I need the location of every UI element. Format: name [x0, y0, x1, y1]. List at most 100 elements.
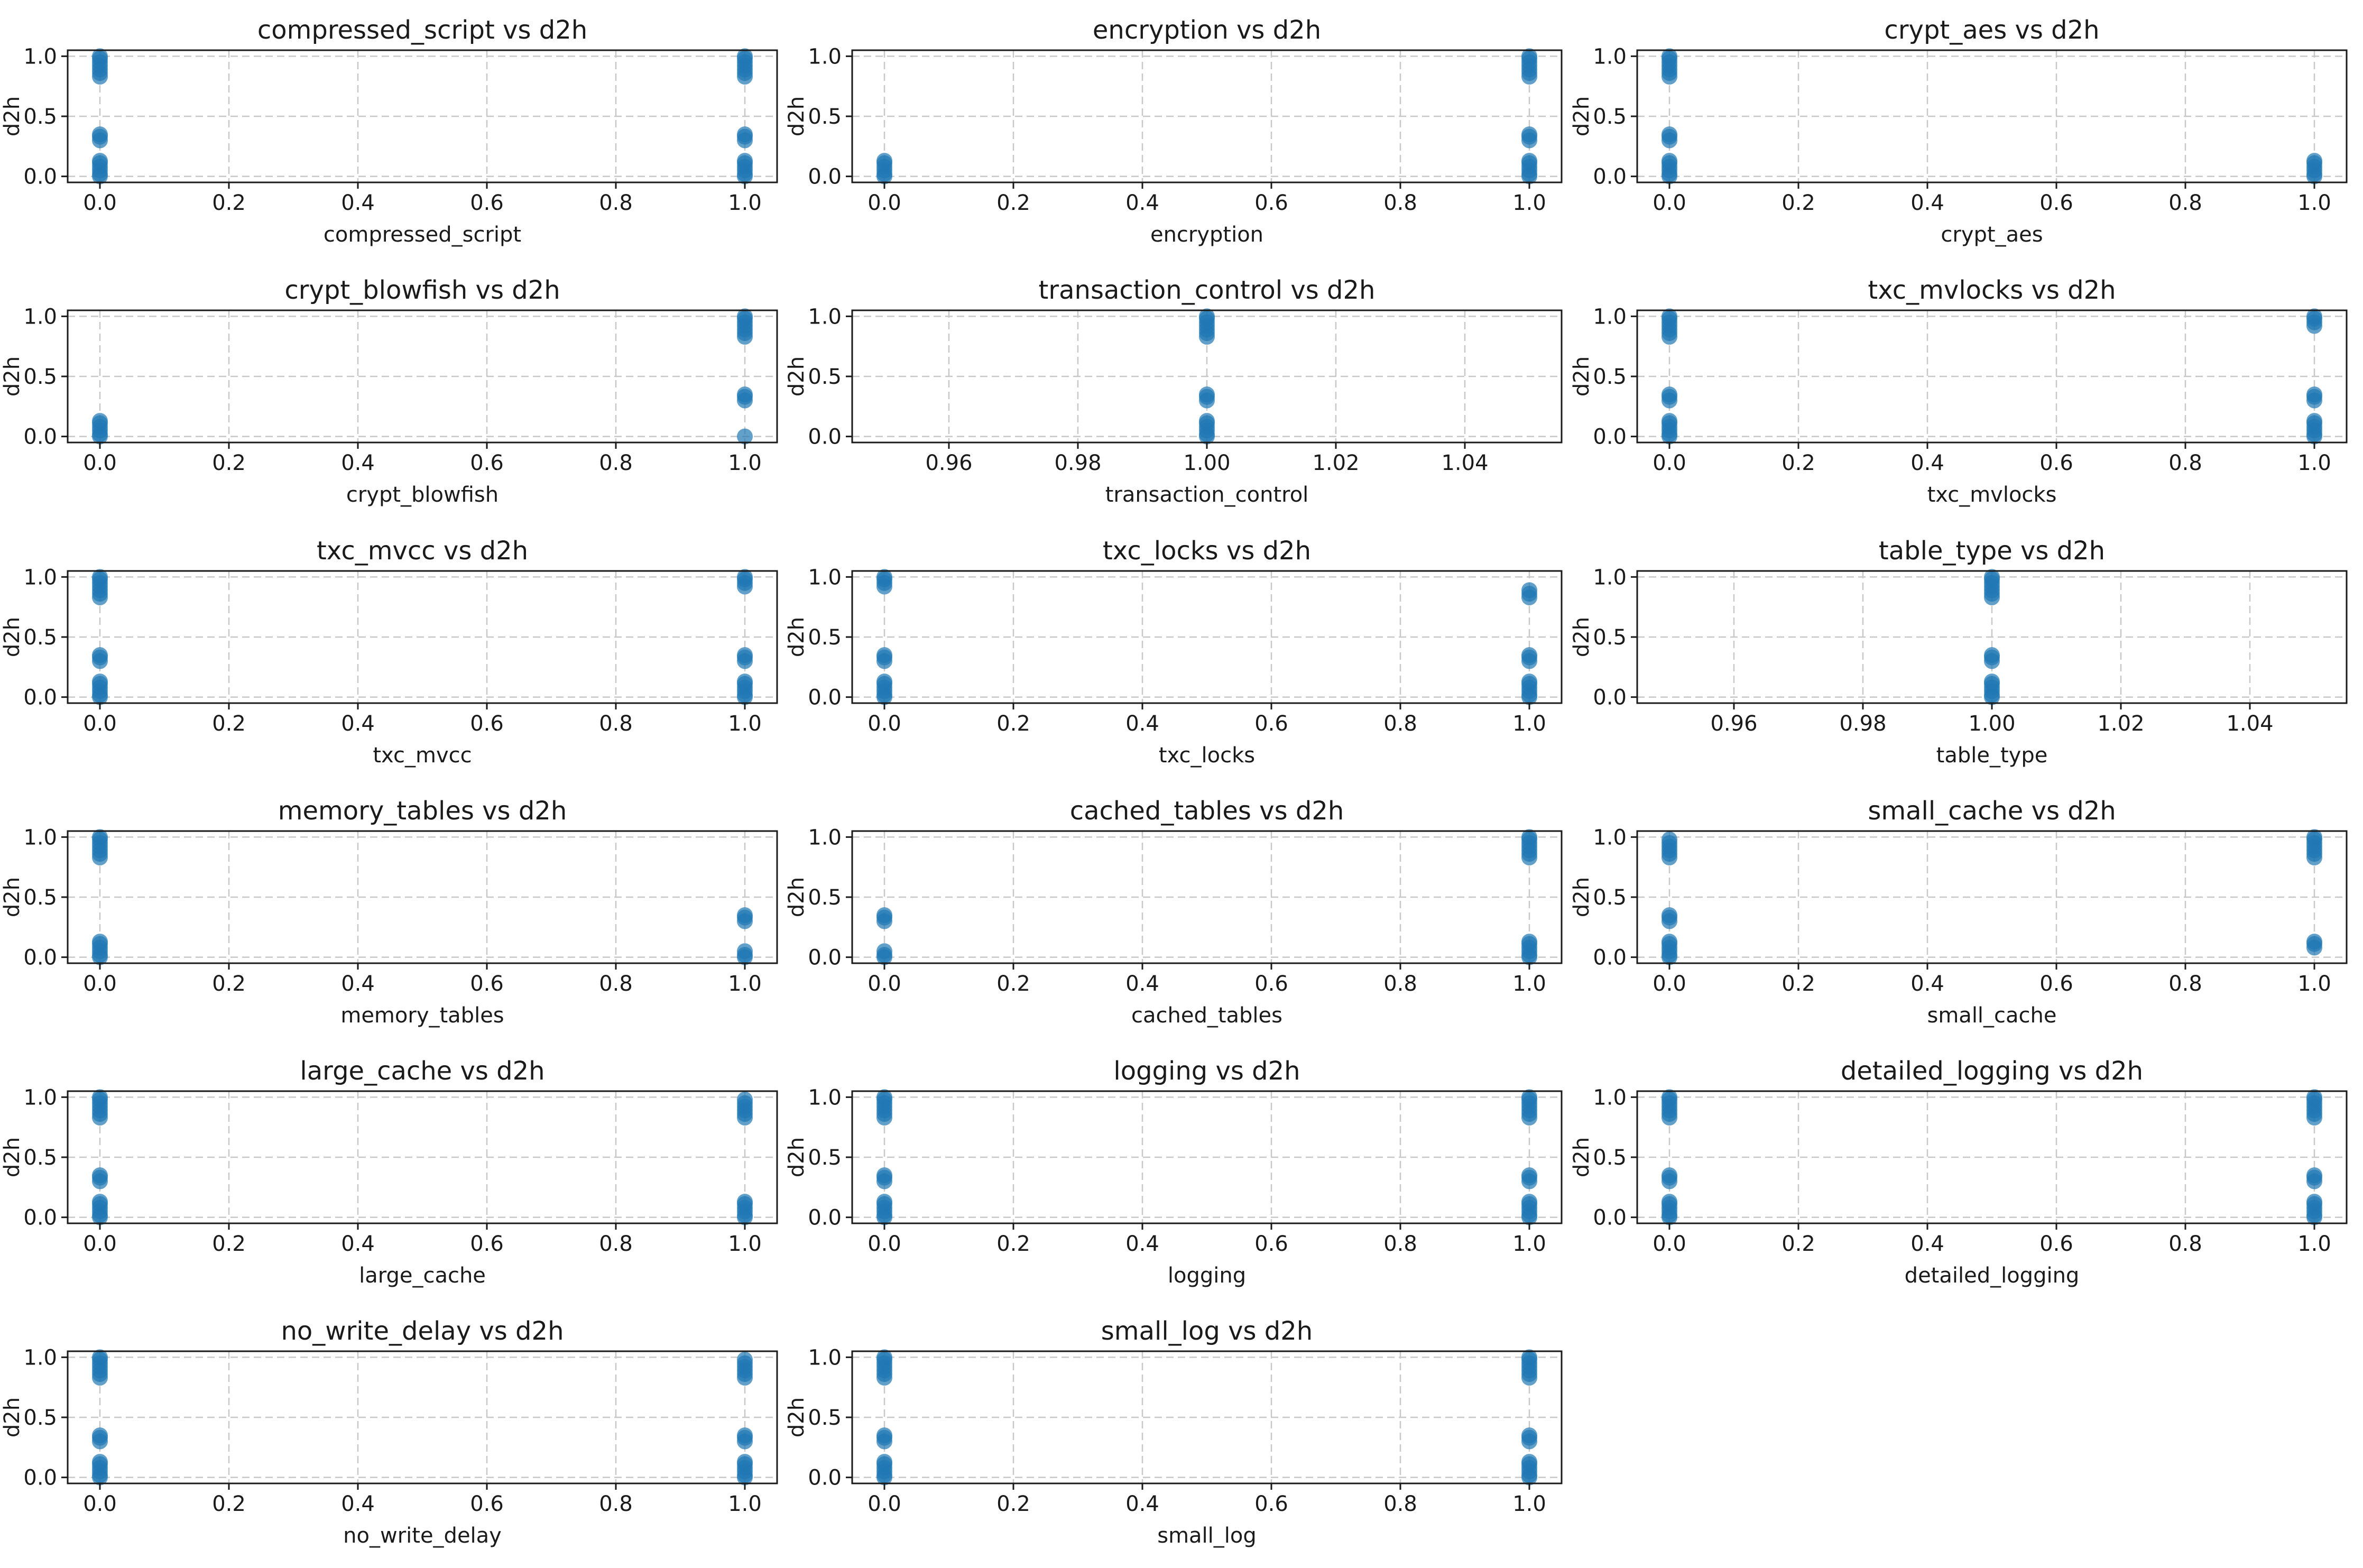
data-point — [737, 907, 753, 924]
x-axis-label: crypt_blowfish — [346, 483, 499, 507]
data-point — [876, 1349, 892, 1366]
data-point — [92, 1089, 108, 1105]
data-point — [92, 1427, 108, 1444]
x-tick-label: 0.6 — [1254, 1232, 1288, 1256]
x-tick-label: 1.0 — [1512, 1492, 1546, 1516]
x-tick-label: 0.2 — [996, 191, 1030, 215]
y-tick-label: 0.0 — [808, 1206, 842, 1230]
subplot-title: encryption vs d2h — [1093, 15, 1321, 45]
data-point — [1199, 413, 1215, 429]
data-point — [876, 569, 892, 585]
x-tick-label: 0.2 — [996, 1232, 1030, 1256]
x-tick-label: 0.98 — [1839, 712, 1886, 736]
x-tick-label: 1.0 — [728, 712, 762, 736]
x-tick-label: 0.0 — [1653, 451, 1686, 475]
data-point — [737, 1427, 753, 1444]
y-axis-label: d2h — [0, 96, 24, 136]
y-tick-label: 0.5 — [808, 625, 842, 650]
y-tick-label: 0.0 — [1593, 946, 1627, 970]
x-tick-label: 0.8 — [599, 972, 633, 996]
x-tick-label: 1.02 — [1312, 451, 1359, 475]
y-axis-label: d2h — [1570, 356, 1594, 396]
y-axis-label: d2h — [784, 1397, 809, 1437]
subplot-title: detailed_logging vs d2h — [1841, 1056, 2143, 1086]
x-tick-label: 0.2 — [1782, 451, 1815, 475]
data-point — [876, 647, 892, 663]
x-tick-label: 0.6 — [470, 712, 504, 736]
x-tick-label: 0.4 — [341, 1492, 375, 1516]
data-point — [92, 569, 108, 585]
x-tick-label: 1.00 — [1968, 712, 2015, 736]
x-axis-label: compressed_script — [324, 223, 521, 247]
y-tick-label: 0.5 — [23, 105, 57, 129]
x-tick-label: 0.4 — [1125, 972, 1159, 996]
subplot-crypt-aes: 0.0 0.2 0.4 0.6 0.8 1.0 0.0 0.5 1.0 crypt_aes vs … — [1570, 15, 2348, 247]
y-axis-label: d2h — [0, 1137, 24, 1177]
y-tick-label: 1.0 — [23, 44, 57, 69]
x-tick-label: 0.4 — [1125, 191, 1159, 215]
subplot-title: table_type vs d2h — [1879, 536, 2105, 566]
x-axis-label: small_cache — [1927, 1003, 2057, 1028]
y-tick-label: 0.0 — [23, 686, 57, 710]
y-tick-label: 0.5 — [23, 365, 57, 389]
y-axis-label: d2h — [1570, 96, 1594, 136]
y-tick-label: 0.5 — [1593, 886, 1627, 910]
x-tick-label: 0.0 — [1653, 191, 1686, 215]
data-point — [92, 1167, 108, 1184]
x-axis-label: small_log — [1157, 1524, 1257, 1548]
y-tick-label: 1.0 — [1593, 565, 1627, 589]
data-point — [1662, 907, 1677, 924]
data-point — [1521, 674, 1537, 690]
x-tick-label: 0.2 — [212, 972, 246, 996]
x-tick-label: 0.6 — [2039, 191, 2073, 215]
data-point — [92, 1194, 108, 1210]
x-tick-label: 0.2 — [1782, 191, 1815, 215]
x-tick-label: 0.4 — [341, 972, 375, 996]
x-tick-label: 0.6 — [2039, 972, 2073, 996]
x-tick-label: 1.0 — [728, 1492, 762, 1516]
subplot-title: no_write_delay vs d2h — [281, 1316, 564, 1346]
y-tick-label: 0.0 — [808, 946, 842, 970]
x-tick-label: 1.0 — [2297, 451, 2331, 475]
x-tick-label: 0.2 — [212, 712, 246, 736]
data-point — [1199, 308, 1215, 325]
data-point — [1521, 829, 1537, 845]
y-axis-label: d2h — [0, 356, 24, 396]
x-tick-label: 1.0 — [1512, 1232, 1546, 1256]
x-tick-label: 1.0 — [728, 451, 762, 475]
x-tick-label: 1.04 — [1441, 451, 1488, 475]
data-point — [737, 1454, 753, 1470]
x-tick-label: 0.0 — [83, 712, 117, 736]
y-tick-label: 0.0 — [1593, 686, 1627, 710]
y-axis-label: d2h — [0, 1397, 24, 1437]
x-tick-label: 0.6 — [470, 451, 504, 475]
data-point — [1521, 126, 1537, 143]
y-tick-label: 1.0 — [808, 1085, 842, 1110]
x-tick-label: 0.6 — [1254, 191, 1288, 215]
data-point — [1662, 48, 1677, 64]
y-axis-label: d2h — [1570, 617, 1594, 657]
data-point — [876, 153, 892, 169]
x-tick-label: 1.0 — [2297, 191, 2331, 215]
data-point — [1521, 934, 1537, 950]
x-tick-label: 0.0 — [867, 1492, 901, 1516]
data-point — [1662, 1167, 1677, 1184]
subplot-title: compressed_script vs d2h — [257, 15, 587, 45]
x-tick-label: 0.8 — [2168, 191, 2202, 215]
y-tick-label: 1.0 — [23, 825, 57, 850]
data-point — [1662, 831, 1677, 847]
data-point — [737, 48, 753, 64]
x-tick-label: 0.8 — [599, 451, 633, 475]
x-tick-label: 0.0 — [83, 451, 117, 475]
y-axis-label: d2h — [784, 356, 809, 396]
data-point — [1662, 1089, 1677, 1105]
subplot-transaction-control: 0.96 0.98 1.00 1.02 1.04 0.0 0.5 1.0 transaction… — [784, 275, 1563, 507]
y-tick-label: 1.0 — [23, 565, 57, 589]
data-point — [92, 674, 108, 690]
x-tick-label: 0.0 — [1653, 1232, 1686, 1256]
subplot-title: crypt_aes vs d2h — [1884, 15, 2099, 45]
x-tick-label: 0.2 — [996, 972, 1030, 996]
data-point — [92, 413, 108, 429]
data-point — [1662, 153, 1677, 169]
